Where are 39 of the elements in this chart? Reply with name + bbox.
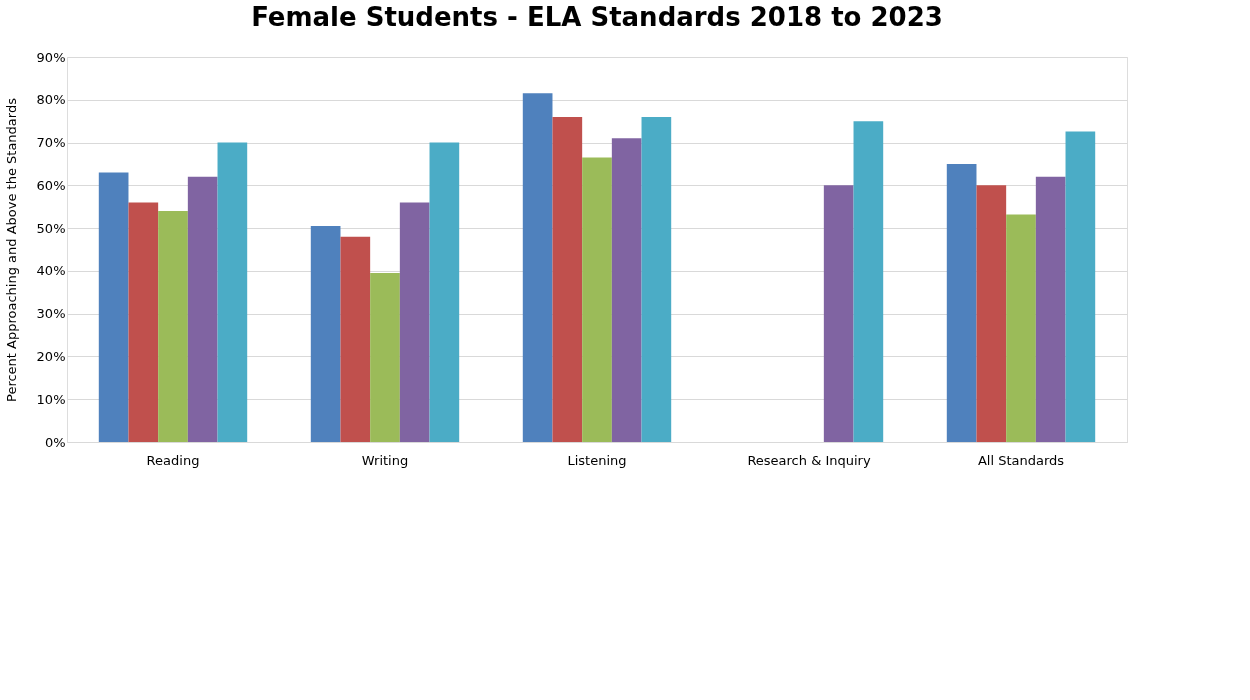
bar	[187, 176, 218, 442]
bar	[552, 116, 583, 442]
x-tick-label: Writing	[361, 452, 409, 468]
y-tick-label: 20%	[36, 348, 66, 364]
bar	[946, 163, 977, 442]
x-tick-label: Research & Inquiry	[747, 452, 871, 468]
bar	[370, 273, 400, 442]
bar	[340, 236, 371, 442]
bar	[853, 121, 884, 442]
bar	[217, 142, 248, 442]
bar	[429, 142, 460, 442]
y-tick-label: 60%	[36, 177, 66, 193]
bar	[641, 116, 672, 442]
bar	[310, 225, 341, 442]
bar	[98, 172, 129, 442]
bar	[1035, 176, 1066, 442]
bar	[1006, 214, 1036, 442]
y-tick-label: 40%	[36, 263, 66, 279]
y-tick-label: 80%	[36, 92, 66, 108]
bar	[611, 138, 642, 442]
bar	[1065, 131, 1096, 442]
y-tick-label: 90%	[36, 49, 66, 65]
bar	[823, 185, 854, 442]
x-tick-label: Listening	[567, 452, 627, 468]
y-tick-label: 30%	[36, 306, 66, 322]
bar	[976, 185, 1007, 442]
y-axis-title: Percent Approaching and Above the Standards	[3, 97, 19, 402]
x-tick-label: Reading	[146, 452, 200, 468]
x-tick-label: All Standards	[977, 452, 1065, 468]
chart-title: Female Students - ELA Standards 2018 to 2023	[251, 2, 943, 32]
y-tick-label: 10%	[36, 391, 66, 407]
y-tick-label: 0%	[44, 434, 66, 450]
y-tick-label: 70%	[36, 135, 66, 151]
bar	[399, 202, 430, 442]
bar	[582, 157, 612, 442]
y-tick-label: 50%	[36, 220, 66, 236]
bar	[128, 202, 159, 442]
bar	[158, 211, 188, 442]
bar	[522, 93, 553, 442]
